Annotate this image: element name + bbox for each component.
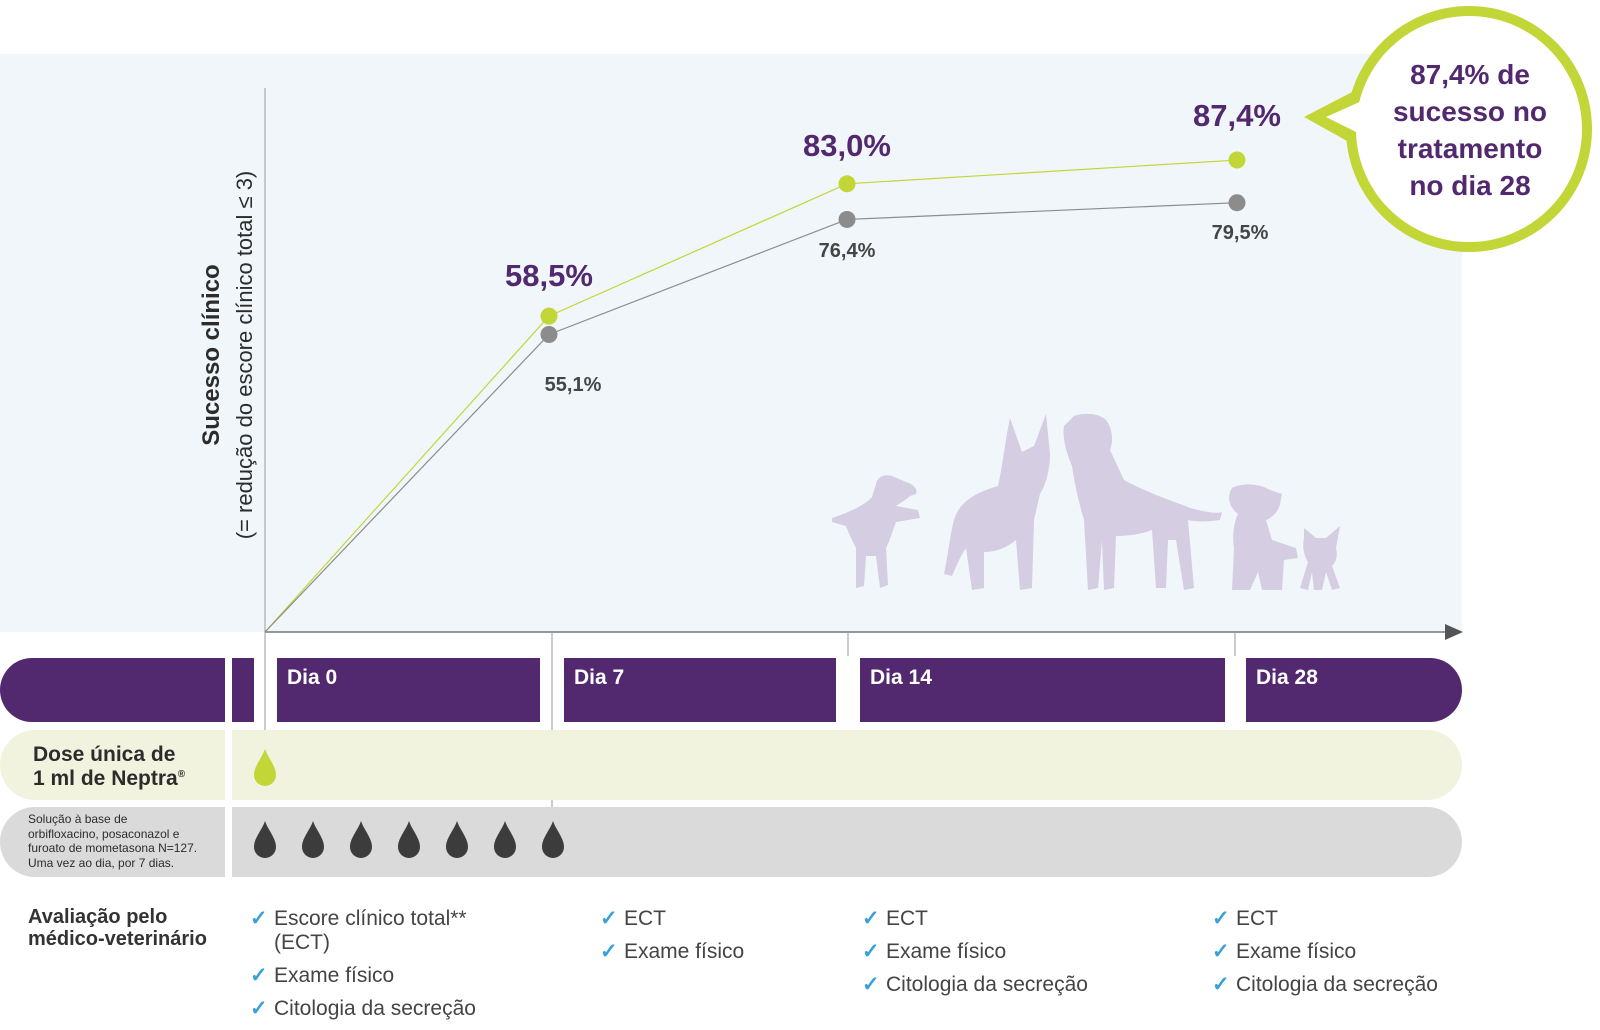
- timeline-segment-day7: Dia 7: [564, 658, 836, 722]
- row-separator: [225, 725, 232, 887]
- evaluation-column: ✓ ECT ✓ Exame físico ✓ Citologia da secreção: [862, 907, 1088, 1006]
- comparator-row: [0, 807, 1462, 877]
- evaluation-item: ✓ ECT: [1212, 907, 1438, 931]
- evaluation-column: ✓ ECT ✓ Exame físico: [600, 907, 744, 973]
- evaluation-item: ✓ Exame físico: [862, 940, 1088, 964]
- check-icon: ✓: [862, 907, 880, 930]
- check-icon: ✓: [1212, 973, 1230, 996]
- check-icon: ✓: [1212, 940, 1230, 963]
- evaluation-item-subtext: (ECT): [274, 931, 330, 954]
- evaluation-item-text: Exame físico: [1236, 940, 1357, 963]
- comparator-drop-icon: [350, 821, 372, 858]
- comparator-line: Solução à base de: [28, 812, 128, 826]
- data-point-s0-3: [1228, 151, 1246, 169]
- series-line-0: [264, 159, 1238, 633]
- timeline-segment-lead: [0, 658, 225, 722]
- data-point-s0-1: [540, 307, 558, 325]
- dose-row: [0, 730, 1462, 800]
- evaluation-item: ✓ Citologia da secreção: [1212, 973, 1438, 997]
- comparator-drop-icon: [542, 821, 564, 858]
- dose-label-line2: 1 ml de Neptra: [33, 767, 178, 790]
- data-point-s1-3: [1228, 194, 1246, 212]
- row-separator: [225, 807, 232, 877]
- callout-pointer-inner: [1326, 100, 1364, 136]
- evaluation-column: ✓ Escore clínico total** (ECT) ✓ Exame físic…: [250, 907, 476, 1030]
- evaluation-item-text: Citologia da secreção: [274, 997, 476, 1020]
- series-line-1: [264, 202, 1238, 633]
- data-label-main-day14: 83,0%: [803, 128, 891, 163]
- dog-silhouettes-icon: [832, 413, 1340, 590]
- evaluation-item-text: Exame físico: [624, 940, 745, 963]
- evaluation-item-text: Exame físico: [274, 964, 395, 987]
- evaluation-item: ✓ ECT: [862, 907, 1088, 931]
- comparator-drop-icon: [254, 821, 276, 858]
- comparator-line: furoato de mometasona N=127.: [28, 841, 198, 855]
- check-icon: ✓: [250, 964, 268, 987]
- data-label-secondary-day14: 76,4%: [818, 240, 876, 262]
- callout-line: no dia 28: [1409, 170, 1531, 201]
- evaluation-item: ✓ ECT: [600, 907, 744, 931]
- data-point-s1-2: [838, 210, 856, 228]
- dose-label-line2-wrap: 1 ml de Neptra®: [33, 765, 185, 789]
- registered-mark: ®: [177, 769, 186, 780]
- evaluation-item: ✓ Exame físico: [1212, 940, 1438, 964]
- comparator-line: Uma vez ao dia, por 7 dias.: [28, 855, 175, 870]
- data-label-main-day7: 58,5%: [505, 258, 593, 293]
- evaluation-title-line2: médico-veterinário: [28, 928, 207, 950]
- check-icon: ✓: [862, 973, 880, 996]
- callout-line: 87,4% de: [1410, 59, 1530, 90]
- comparator-line: orbifloxacino, posaconazol e: [28, 826, 180, 841]
- data-label-main-day28: 87,4%: [1193, 98, 1281, 133]
- callout-line: tratamento: [1397, 133, 1543, 164]
- data-point-s0-2: [838, 175, 856, 193]
- comparator-drop-icon: [302, 821, 324, 858]
- evaluation-item-text: Escore clínico total**: [274, 907, 467, 930]
- callout-line: sucesso no: [1392, 96, 1548, 127]
- evaluation-column: ✓ ECT ✓ Exame físico ✓ Citologia da secreção: [1212, 907, 1438, 1006]
- timeline-segment-day14: Dia 14: [860, 658, 1225, 722]
- timeline-segment-lead: [232, 658, 254, 722]
- timeline-segment-day28: Dia 28: [1246, 658, 1462, 722]
- evaluation-item: ✓ Escore clínico total** (ECT): [250, 907, 476, 955]
- evaluation-item: ✓ Exame físico: [250, 964, 476, 988]
- evaluation-title: Avaliação pelo médico-veterinário: [28, 906, 228, 950]
- comparator-drop-icon: [398, 821, 420, 858]
- check-icon: ✓: [250, 907, 268, 930]
- evaluation-item-text: ECT: [1236, 907, 1278, 930]
- dose-drop-icon: [254, 749, 276, 786]
- callout-text: 87,4% de sucesso no tratamento no dia 28: [1360, 56, 1580, 204]
- check-icon: ✓: [250, 997, 268, 1020]
- comparator-drop-icon: [446, 821, 468, 858]
- dose-label-line1: Dose única de: [33, 743, 176, 766]
- dose-label: Dose única de 1 ml de Neptra®: [33, 743, 185, 789]
- evaluation-item-text: Citologia da secreção: [1236, 973, 1438, 996]
- evaluation-title-line1: Avaliação pelo: [28, 906, 168, 928]
- x-axis-arrow: [1445, 624, 1463, 640]
- comparator-label: Solução à base de orbifloxacino, posacon…: [28, 812, 218, 870]
- data-label-secondary-day28: 79,5%: [1211, 222, 1269, 244]
- check-icon: ✓: [1212, 907, 1230, 930]
- evaluation-item: ✓ Exame físico: [600, 940, 744, 964]
- data-label-secondary-day7: 55,1%: [544, 374, 602, 396]
- evaluation-item: ✓ Citologia da secreção: [862, 973, 1088, 997]
- evaluation-item: ✓ Citologia da secreção: [250, 997, 476, 1021]
- check-icon: ✓: [600, 907, 618, 930]
- evaluation-item-text: ECT: [886, 907, 928, 930]
- timeline-segment-day0: Dia 0: [277, 658, 540, 722]
- check-icon: ✓: [600, 940, 618, 963]
- data-point-s1-1: [540, 325, 558, 343]
- evaluation-item-text: Citologia da secreção: [886, 973, 1088, 996]
- evaluation-item-text: ECT: [624, 907, 666, 930]
- check-icon: ✓: [862, 940, 880, 963]
- comparator-drop-icon: [494, 821, 516, 858]
- evaluation-item-text: Exame físico: [886, 940, 1007, 963]
- plot-background: [0, 54, 1462, 632]
